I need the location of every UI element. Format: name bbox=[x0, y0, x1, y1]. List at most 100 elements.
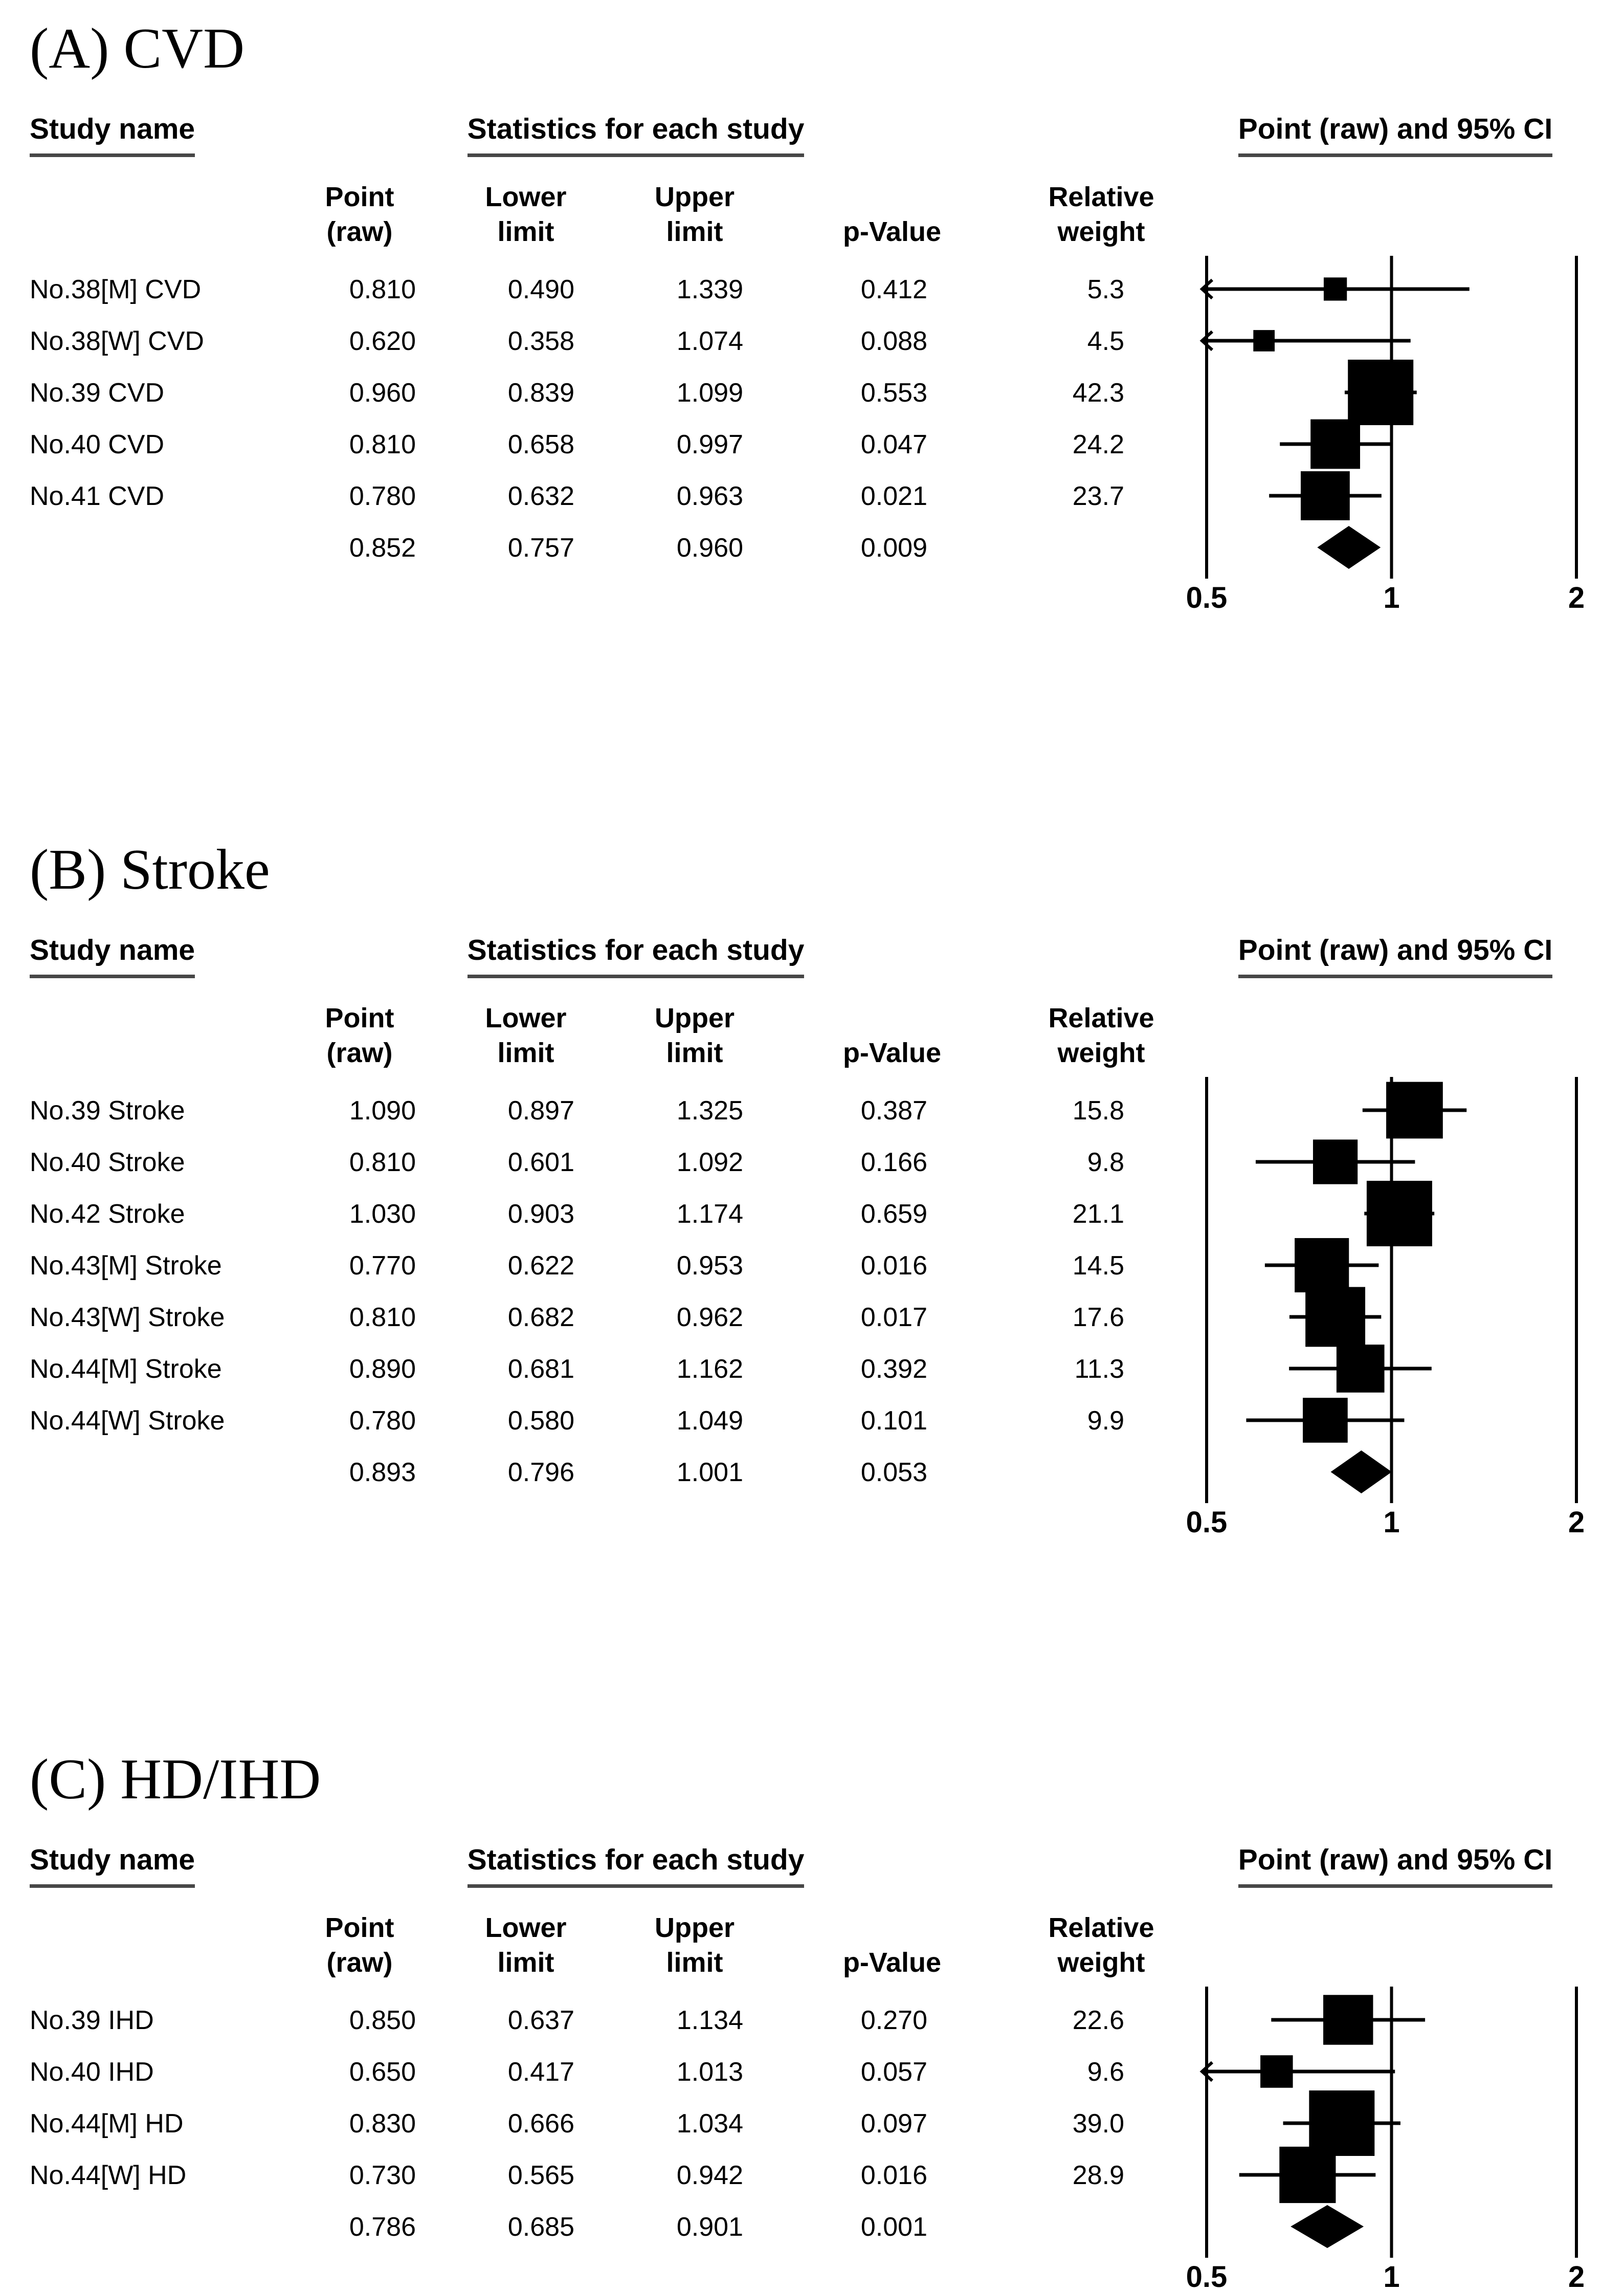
col-header-upper-limit: Upper limit bbox=[654, 1912, 735, 1978]
cell-p-value: 0.097 bbox=[860, 2108, 927, 2139]
cell-study-name: No.43[W] Stroke bbox=[30, 1302, 225, 1332]
point-estimate-marker bbox=[1323, 277, 1347, 301]
cell-lower-limit: 0.666 bbox=[507, 2108, 574, 2139]
col-header-lower-limit: Lower limit bbox=[485, 182, 567, 247]
study-name-header: Study name bbox=[30, 934, 195, 978]
cell-study-name: No.44[W] Stroke bbox=[30, 1405, 225, 1436]
cell-lower-limit: 0.632 bbox=[507, 481, 574, 511]
col-header-p-value: p-Value bbox=[842, 1038, 941, 1068]
cell-p-value: 0.053 bbox=[860, 1457, 927, 1487]
cell-upper-limit: 1.074 bbox=[676, 326, 743, 356]
column-headers-row: Point (raw) Lower limit Upper limit p-Value… bbox=[30, 161, 1601, 263]
table-row: No.38[W] CVD 0.620 0.358 1.074 0.088 4.5 bbox=[30, 315, 1601, 367]
cell-upper-limit: 1.325 bbox=[676, 1095, 743, 1126]
cell-lower-limit: 0.622 bbox=[507, 1250, 574, 1281]
summary-diamond bbox=[1317, 526, 1381, 569]
section-title: (A) CVD bbox=[30, 17, 244, 80]
col-header-point-raw: Point (raw) bbox=[325, 1912, 394, 1978]
cell-lower-limit: 0.681 bbox=[507, 1354, 574, 1384]
cell-p-value: 0.088 bbox=[860, 326, 927, 356]
cell-point: 0.852 bbox=[349, 533, 416, 563]
cell-p-value: 0.021 bbox=[860, 481, 927, 511]
study-name-header: Study name bbox=[30, 1843, 195, 1888]
cell-p-value: 0.016 bbox=[860, 2160, 927, 2190]
axis-tick-label: 1 bbox=[1383, 2260, 1400, 2291]
cell-study-name: No.39 IHD bbox=[30, 2005, 154, 2035]
cell-p-value: 0.047 bbox=[860, 429, 927, 459]
col-header-p-value: p-Value bbox=[842, 1947, 941, 1978]
point-estimate-marker bbox=[1348, 360, 1414, 425]
forest-plot bbox=[1199, 1987, 1578, 2258]
study-name-header-label: Study name bbox=[30, 1843, 195, 1888]
point-estimate-marker bbox=[1303, 1398, 1348, 1443]
table-row: No.43[W] Stroke 0.810 0.682 0.962 0.017 17.6 bbox=[30, 1291, 1601, 1343]
cell-lower-limit: 0.796 bbox=[507, 1457, 574, 1487]
cell-p-value: 0.166 bbox=[860, 1147, 927, 1177]
cell-relative-weight: 24.2 bbox=[1072, 429, 1124, 459]
cell-upper-limit: 1.001 bbox=[676, 1457, 743, 1487]
cell-lower-limit: 0.637 bbox=[507, 2005, 574, 2035]
cell-p-value: 0.009 bbox=[860, 533, 927, 563]
cell-lower-limit: 0.490 bbox=[507, 274, 574, 304]
cell-lower-limit: 0.580 bbox=[507, 1405, 574, 1436]
table-row: No.39 CVD 0.960 0.839 1.099 0.553 42.3 bbox=[30, 367, 1601, 418]
statistics-header-label: Statistics for each study bbox=[467, 934, 805, 978]
cell-point: 0.890 bbox=[349, 1354, 416, 1384]
cell-study-name: No.44[M] Stroke bbox=[30, 1354, 222, 1384]
cell-point: 0.620 bbox=[349, 326, 416, 356]
cell-relative-weight: 39.0 bbox=[1072, 2108, 1124, 2139]
cell-point: 0.780 bbox=[349, 481, 416, 511]
plot-header: Point (raw) and 95% CI bbox=[1191, 113, 1600, 157]
forest-table: Study name Statistics for each study Poi… bbox=[30, 1843, 1601, 2291]
point-estimate-marker bbox=[1305, 1287, 1366, 1347]
cell-upper-limit: 1.339 bbox=[676, 274, 743, 304]
col-header-point-raw: Point (raw) bbox=[325, 182, 394, 247]
cell-p-value: 0.001 bbox=[860, 2212, 927, 2242]
cell-relative-weight: 5.3 bbox=[1087, 274, 1124, 304]
statistics-header-label: Statistics for each study bbox=[467, 113, 805, 157]
cell-relative-weight: 9.8 bbox=[1087, 1147, 1124, 1177]
cell-upper-limit: 1.034 bbox=[676, 2108, 743, 2139]
cell-p-value: 0.270 bbox=[860, 2005, 927, 2035]
cell-relative-weight: 23.7 bbox=[1072, 481, 1124, 511]
plot-header-label: Point (raw) and 95% CI bbox=[1238, 934, 1553, 978]
col-header-relative-weight: Relative weight bbox=[1048, 1003, 1154, 1068]
cell-point: 0.810 bbox=[349, 429, 416, 459]
point-estimate-marker bbox=[1336, 1345, 1385, 1393]
cell-p-value: 0.553 bbox=[860, 378, 927, 408]
cell-upper-limit: 0.963 bbox=[676, 481, 743, 511]
cell-upper-limit: 1.092 bbox=[676, 1147, 743, 1177]
forest-table: Study name Statistics for each study Poi… bbox=[30, 934, 1601, 1580]
col-header-p-value: p-Value bbox=[842, 216, 941, 247]
forest-plot bbox=[1199, 256, 1578, 579]
cell-relative-weight: 9.6 bbox=[1087, 2057, 1124, 2087]
cell-p-value: 0.659 bbox=[860, 1199, 927, 1229]
cell-relative-weight: 14.5 bbox=[1072, 1250, 1124, 1281]
cell-point: 0.650 bbox=[349, 2057, 416, 2087]
table-row: No.38[M] CVD 0.810 0.490 1.339 0.412 5.3 bbox=[30, 263, 1601, 315]
section-title: (C) HD/IHD bbox=[30, 1748, 321, 1811]
axis-tick-label: 2 bbox=[1568, 1506, 1585, 1539]
table-row: No.42 Stroke 1.030 0.903 1.174 0.659 21.1 bbox=[30, 1188, 1601, 1240]
cell-lower-limit: 0.903 bbox=[507, 1199, 574, 1229]
table-row: No.40 IHD 0.650 0.417 1.013 0.057 9.6 bbox=[30, 2046, 1601, 2098]
plot-header: Point (raw) and 95% CI bbox=[1191, 1843, 1600, 1888]
point-estimate-marker bbox=[1310, 419, 1361, 469]
summary-diamond bbox=[1330, 1450, 1392, 1493]
cell-relative-weight: 11.3 bbox=[1074, 1354, 1124, 1384]
table-rows: No.39 IHD 0.850 0.637 1.134 0.270 22.6 No.40 I… bbox=[30, 1994, 1601, 2253]
cell-p-value: 0.101 bbox=[860, 1405, 927, 1436]
table-rows: No.38[M] CVD 0.810 0.490 1.339 0.412 5.3 No.38… bbox=[30, 263, 1601, 574]
table-row: No.44[M] Stroke 0.890 0.681 1.162 0.392 11.3 bbox=[30, 1343, 1601, 1395]
statistics-header: Statistics for each study bbox=[296, 113, 976, 157]
plot-header-label: Point (raw) and 95% CI bbox=[1238, 113, 1553, 157]
cell-p-value: 0.412 bbox=[860, 274, 927, 304]
col-header-point-raw: Point (raw) bbox=[325, 1003, 394, 1068]
cell-point: 0.810 bbox=[349, 274, 416, 304]
cell-p-value: 0.057 bbox=[860, 2057, 927, 2087]
plot-header: Point (raw) and 95% CI bbox=[1191, 934, 1600, 978]
axis-tick-label: 1 bbox=[1383, 581, 1400, 614]
point-estimate-marker bbox=[1260, 2055, 1293, 2088]
axis-tick-label: 2 bbox=[1568, 2260, 1585, 2291]
